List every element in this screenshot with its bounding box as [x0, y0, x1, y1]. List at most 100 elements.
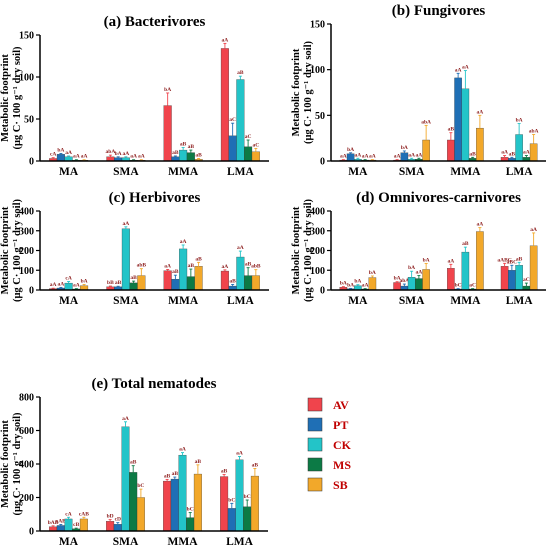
y-axis-title-line1: Metabolic footprint	[291, 48, 302, 136]
y-axis-title-line1: Metabolic footprint	[0, 420, 11, 508]
y-tick-label: 50	[315, 111, 325, 122]
x-tick-label-mma: MMA	[168, 295, 199, 307]
bar-ck-mma	[178, 454, 187, 532]
significance-label: aB	[237, 70, 244, 76]
legend-swatch-pt	[307, 417, 323, 432]
bar-pt-sma	[400, 152, 409, 162]
significance-label: aB	[115, 280, 122, 286]
significance-label: aA	[477, 109, 484, 115]
bar-ms-sma	[129, 282, 138, 291]
significance-label: aA	[50, 282, 57, 288]
significance-label: aB	[172, 269, 179, 275]
x-tick-label-lma: LMA	[506, 166, 534, 178]
significance-label: aB	[130, 460, 137, 466]
significance-label: aB	[164, 473, 171, 479]
significance-label: aC	[469, 283, 476, 289]
significance-label: aBC	[507, 259, 517, 265]
legend-label-sb: SB	[333, 478, 348, 492]
panel-title: (c) Herbivores	[109, 190, 201, 206]
significance-label: aB	[188, 144, 195, 150]
bar-ms-sma	[415, 278, 423, 291]
significance-label: abA	[399, 278, 409, 284]
significance-label: bA	[354, 279, 361, 285]
significance-label: bA	[164, 87, 171, 93]
significance-label: bC	[455, 283, 462, 289]
significance-label: aA	[164, 263, 171, 269]
significance-label: aA	[81, 154, 88, 160]
significance-label: aA	[130, 154, 137, 160]
significance-label: aA	[138, 154, 145, 160]
panel-title: (d) Omnivores-carnivores	[356, 190, 521, 206]
significance-label: aB	[509, 151, 516, 157]
bar-sb-lma	[529, 245, 538, 291]
significance-label: aB	[462, 241, 469, 247]
significance-label: aA	[123, 151, 130, 157]
bar-ck-ma	[64, 518, 73, 532]
bar-sb-sma	[422, 139, 430, 162]
y-tick-label: 100	[310, 266, 325, 277]
bar-ms-lma	[244, 146, 253, 162]
bar-ck-sma	[121, 426, 130, 532]
bar-ms-mma	[186, 152, 195, 162]
bar-sb-ma	[368, 277, 377, 291]
bar-sb-sma	[137, 275, 146, 291]
bar-ms-lma	[244, 275, 253, 291]
x-tick-label-lma: LMA	[227, 166, 255, 178]
significance-label: aA	[462, 65, 469, 71]
y-axis-title-line1: Metabolic footprint	[0, 206, 11, 294]
y-axis-title-line2: (μg C· 100 g⁻¹ dry soil)	[303, 198, 314, 302]
x-tick-label-mma: MMA	[168, 166, 199, 178]
bar-av-mma	[163, 270, 172, 291]
significance-label: bA	[340, 281, 347, 287]
significance-label: cAB	[56, 518, 66, 524]
y-tick-label: 200	[19, 493, 34, 504]
x-tick-label-ma: MA	[59, 166, 79, 178]
significance-label: aA	[58, 281, 65, 287]
y-tick-label: 400	[310, 207, 325, 218]
significance-label: bA	[57, 147, 64, 153]
significance-label: aA	[222, 264, 229, 270]
bar-ck-lma	[515, 134, 523, 162]
y-tick-label: 100	[19, 266, 34, 277]
significance-label: aA	[73, 283, 80, 289]
significance-label: bC	[187, 507, 194, 513]
bar-pt-ma	[346, 153, 355, 162]
significance-label: aC	[229, 117, 236, 123]
y-tick-label: 600	[19, 426, 34, 437]
bar-sb-mma	[476, 127, 484, 162]
y-tick-label: 800	[19, 393, 34, 404]
significance-label: aA	[416, 152, 423, 158]
bar-sb-lma	[250, 475, 259, 532]
significance-label: aA	[523, 150, 530, 156]
significance-label: bAB	[48, 520, 59, 526]
y-axis-title-line2: (μg C· 100 g⁻¹ dry soil)	[12, 46, 23, 150]
bar-ck-sma	[407, 277, 416, 291]
bar-ck-lma	[515, 265, 523, 291]
significance-label: aA	[369, 154, 376, 160]
significance-label: bC	[244, 494, 251, 500]
significance-label: cD	[115, 517, 121, 523]
significance-label: bA	[81, 278, 88, 284]
bar-ms-mma	[186, 517, 195, 532]
y-tick-label: 50	[24, 115, 34, 126]
significance-label: aB	[221, 469, 228, 475]
significance-label: bA	[423, 258, 430, 264]
significance-label: aA	[73, 154, 80, 160]
y-tick-label: 100	[310, 65, 325, 76]
bar-pt-lma	[227, 508, 236, 532]
significance-label: abB	[137, 263, 147, 269]
significance-label: abA	[421, 119, 431, 125]
x-tick-label-mma: MMA	[450, 166, 481, 178]
x-tick-label-sma: SMA	[113, 166, 139, 178]
significance-label: aA	[180, 239, 187, 245]
significance-label: cAB	[79, 511, 89, 517]
significance-label: bA	[408, 265, 415, 271]
bar-sb-lma	[251, 275, 260, 291]
significance-label: abB	[251, 264, 261, 270]
y-tick-label: 150	[19, 31, 34, 42]
bar-sb-sma	[136, 497, 145, 532]
y-axis-title-line1: Metabolic footprint	[291, 206, 302, 294]
y-tick-label: 300	[19, 226, 34, 237]
bar-av-sma	[106, 521, 115, 532]
